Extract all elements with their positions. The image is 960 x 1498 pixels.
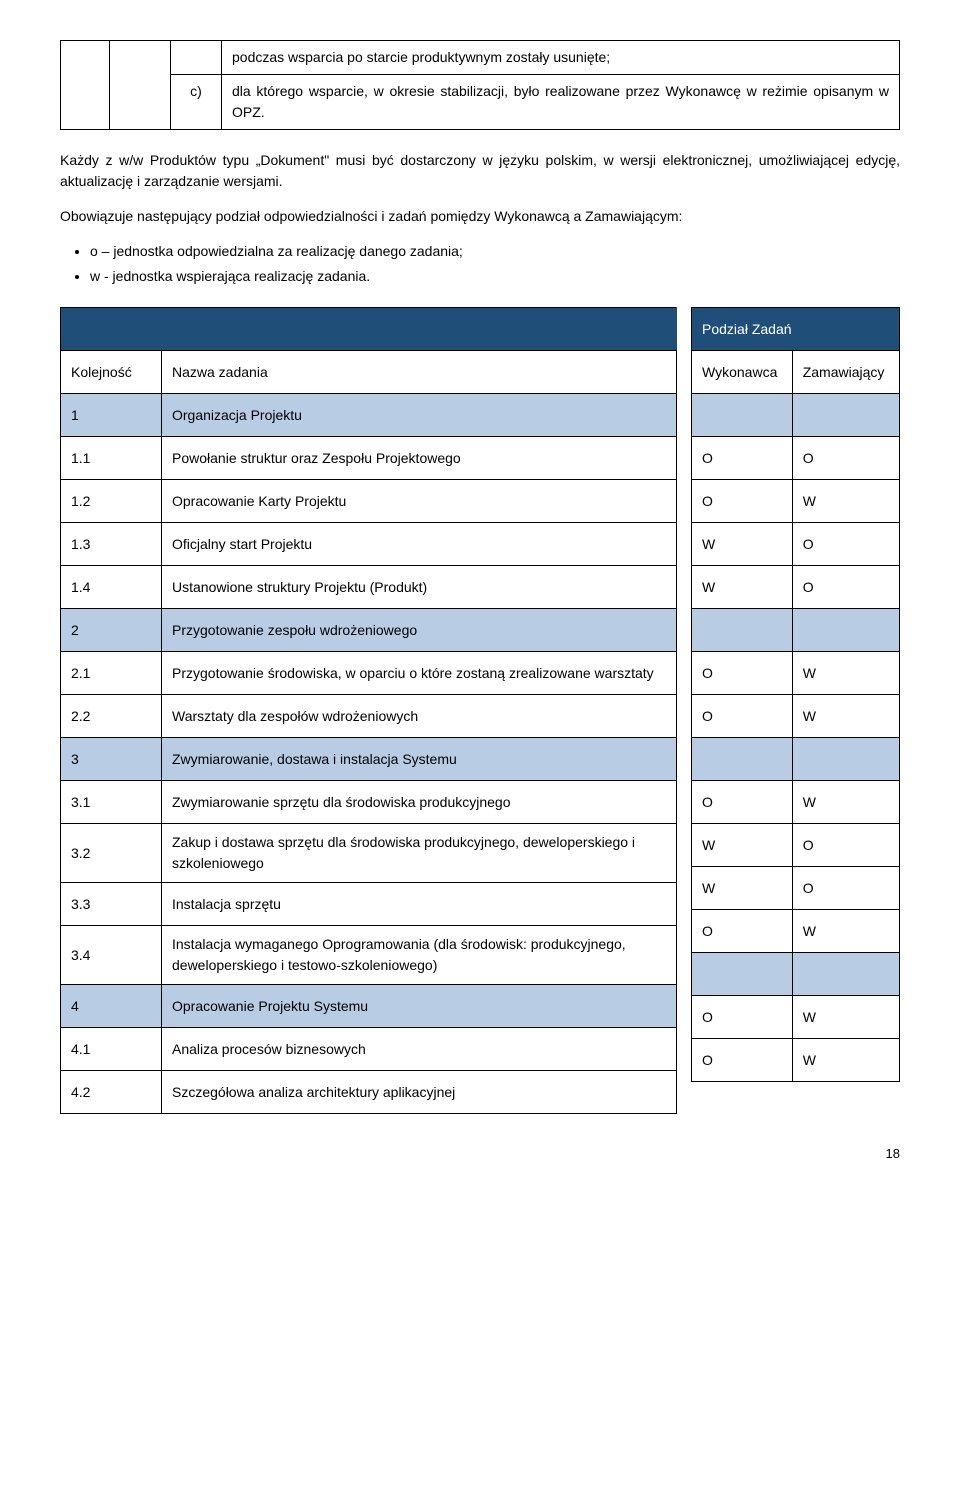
task-num: 1.4 [61, 566, 162, 609]
tables-container: Kolejność Nazwa zadania 1Organizacja Pro… [60, 307, 900, 1114]
task-num: 4.1 [61, 1028, 162, 1071]
task-wykonawca: O [692, 695, 793, 738]
task-name: Oficjalny start Projektu [162, 523, 677, 566]
task-zamawiajacy [792, 394, 899, 437]
task-num: 1 [61, 394, 162, 437]
task-zamawiajacy: O [792, 523, 899, 566]
paragraph-2: Obowiązuje następujący podział odpowiedz… [60, 206, 900, 227]
task-name: Analiza procesów biznesowych [162, 1028, 677, 1071]
header-zamawiajacy: Zamawiający [792, 351, 899, 394]
intro-c-label: c) [171, 75, 222, 130]
task-name: Zwymiarowanie sprzętu dla środowiska pro… [162, 781, 677, 824]
task-wykonawca [692, 953, 793, 996]
task-num: 3.3 [61, 883, 162, 926]
task-num: 1.3 [61, 523, 162, 566]
intro-line2: dla którego wsparcie, w okresie stabiliz… [222, 75, 900, 130]
task-name: Instalacja sprzętu [162, 883, 677, 926]
task-num: 3.4 [61, 926, 162, 985]
task-num: 3.1 [61, 781, 162, 824]
task-num: 1.2 [61, 480, 162, 523]
task-wykonawca: W [692, 824, 793, 867]
task-zamawiajacy: O [792, 566, 899, 609]
task-name: Przygotowanie zespołu wdrożeniowego [162, 609, 677, 652]
tasks-table-right: Podział Zadań Wykonawca Zamawiający OOOW… [691, 307, 900, 1082]
bullet-1: o – jednostka odpowiedzialna za realizac… [90, 241, 900, 262]
task-wykonawca [692, 394, 793, 437]
task-num: 1.1 [61, 437, 162, 480]
task-wykonawca: O [692, 480, 793, 523]
task-zamawiajacy: O [792, 867, 899, 910]
task-num: 4 [61, 985, 162, 1028]
task-zamawiajacy: W [792, 1039, 899, 1082]
task-name: Organizacja Projektu [162, 394, 677, 437]
task-zamawiajacy: W [792, 996, 899, 1039]
task-wykonawca: O [692, 652, 793, 695]
task-wykonawca: O [692, 910, 793, 953]
task-num: 2 [61, 609, 162, 652]
task-wykonawca: W [692, 566, 793, 609]
task-name: Opracowanie Projektu Systemu [162, 985, 677, 1028]
task-wykonawca: W [692, 867, 793, 910]
task-zamawiajacy: O [792, 437, 899, 480]
header-wykonawca: Wykonawca [692, 351, 793, 394]
paragraph-1: Każdy z w/w Produktów typu „Dokument" mu… [60, 150, 900, 192]
header-kolejnosc: Kolejność [61, 351, 162, 394]
task-wykonawca: O [692, 437, 793, 480]
bullet-2: w - jednostka wspierająca realizację zad… [90, 266, 900, 287]
task-name: Powołanie struktur oraz Zespołu Projekto… [162, 437, 677, 480]
task-name: Zwymiarowanie, dostawa i instalacja Syst… [162, 738, 677, 781]
header-podzial: Podział Zadań [692, 308, 900, 351]
task-num: 2.2 [61, 695, 162, 738]
task-name: Instalacja wymaganego Oprogramowania (dl… [162, 926, 677, 985]
intro-line1: podczas wsparcia po starcie produktywnym… [232, 49, 610, 65]
task-num: 4.2 [61, 1071, 162, 1114]
task-name: Szczegółowa analiza architektury aplikac… [162, 1071, 677, 1114]
header-nazwa: Nazwa zadania [162, 351, 677, 394]
task-name: Ustanowione struktury Projektu (Produkt) [162, 566, 677, 609]
bullet-list: o – jednostka odpowiedzialna za realizac… [90, 241, 900, 287]
task-name: Przygotowanie środowiska, w oparciu o kt… [162, 652, 677, 695]
task-zamawiajacy [792, 738, 899, 781]
tasks-table-left: Kolejność Nazwa zadania 1Organizacja Pro… [60, 307, 677, 1114]
task-wykonawca: O [692, 781, 793, 824]
page-number: 18 [60, 1144, 900, 1164]
intro-table: podczas wsparcia po starcie produktywnym… [60, 40, 900, 130]
task-wykonawca: W [692, 523, 793, 566]
task-name: Warsztaty dla zespołów wdrożeniowych [162, 695, 677, 738]
task-wykonawca: O [692, 996, 793, 1039]
task-zamawiajacy: W [792, 652, 899, 695]
task-num: 2.1 [61, 652, 162, 695]
task-wykonawca [692, 609, 793, 652]
task-num: 3.2 [61, 824, 162, 883]
task-zamawiajacy: O [792, 824, 899, 867]
task-name: Opracowanie Karty Projektu [162, 480, 677, 523]
task-zamawiajacy [792, 609, 899, 652]
task-wykonawca: O [692, 1039, 793, 1082]
task-wykonawca [692, 738, 793, 781]
task-zamawiajacy: W [792, 910, 899, 953]
task-zamawiajacy: W [792, 480, 899, 523]
task-name: Zakup i dostawa sprzętu dla środowiska p… [162, 824, 677, 883]
task-zamawiajacy: W [792, 781, 899, 824]
task-num: 3 [61, 738, 162, 781]
task-zamawiajacy [792, 953, 899, 996]
task-zamawiajacy: W [792, 695, 899, 738]
